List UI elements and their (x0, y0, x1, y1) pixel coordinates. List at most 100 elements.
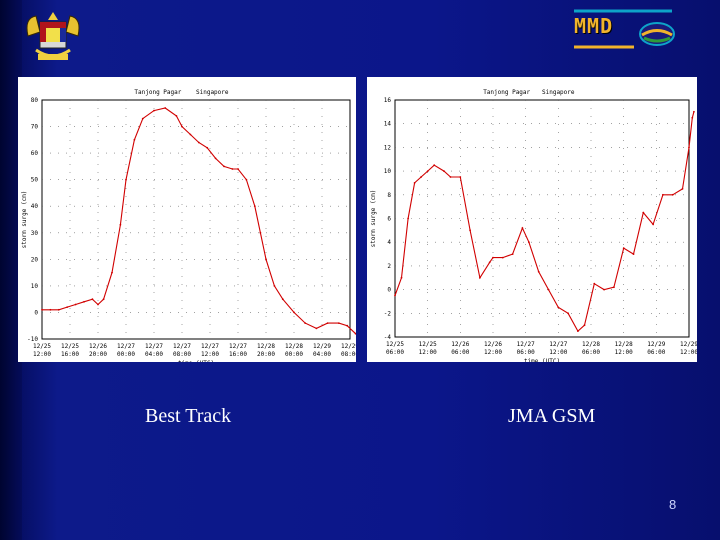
page-number: 8 (669, 497, 677, 512)
x-tick-label: 12/27 (117, 343, 135, 350)
data-point (102, 298, 105, 301)
data-point (231, 168, 234, 170)
data-point (111, 271, 113, 274)
x-tick-label: 12/25 (386, 341, 404, 348)
x-tick-label: 04:00 (145, 351, 163, 358)
data-point (346, 324, 349, 327)
data-point (175, 115, 178, 117)
y-tick-label: 60 (31, 150, 39, 157)
y-tick-label: 0 (34, 309, 38, 316)
data-point (603, 288, 605, 291)
data-point (492, 256, 494, 259)
data-point (652, 223, 654, 226)
data-point (501, 256, 504, 259)
plot-frame (394, 99, 690, 338)
y-tick-label: 12 (384, 144, 392, 151)
data-point (119, 223, 122, 226)
y-axis-label: storm surge (cm) (21, 191, 28, 249)
x-axis-label: time (UTC) (524, 358, 560, 362)
x-tick-label: 00:00 (285, 351, 303, 358)
data-point (537, 270, 540, 273)
x-tick-label: 12/25 (33, 343, 51, 350)
data-point (469, 229, 471, 232)
data-point (74, 303, 77, 306)
data-point (245, 178, 248, 181)
plot-frame (41, 99, 351, 340)
data-point (91, 298, 94, 301)
x-tick-label: 12/29 (313, 343, 331, 350)
y-tick-label: -4 (384, 334, 392, 341)
data-point (304, 322, 307, 324)
x-tick-label: 12/27 (229, 343, 247, 350)
x-tick-label: 08:00 (341, 351, 356, 358)
x-tick-label: 12:00 (549, 349, 567, 356)
data-point (57, 308, 60, 311)
data-point (41, 308, 43, 311)
x-tick-label: 06:00 (647, 349, 665, 356)
x-tick-label: 12/29 (341, 343, 356, 350)
series-line-storm-surge (394, 111, 695, 332)
data-point (197, 141, 200, 144)
data-point (83, 300, 85, 303)
data-point (259, 231, 262, 234)
data-point (521, 227, 524, 229)
data-point (426, 170, 429, 172)
data-point (237, 168, 239, 170)
header-label-country: Singapore (196, 89, 229, 96)
data-point (449, 176, 452, 178)
data-point (688, 146, 690, 149)
data-point (97, 303, 99, 306)
data-point (407, 217, 409, 220)
x-tick-label: 12:00 (419, 349, 437, 356)
x-tick-label: 12/27 (549, 341, 567, 348)
data-point (662, 193, 664, 196)
y-tick-label: 4 (387, 239, 391, 246)
data-point (181, 125, 183, 128)
x-tick-label: 12/28 (285, 343, 303, 350)
x-tick-label: 12/25 (419, 341, 437, 348)
x-tick-label: 12/29 (680, 341, 697, 348)
data-point (265, 258, 267, 261)
chart-jma-gsm-svg: 1614121086420-2-412/2506:0012/2512:0012/… (370, 89, 697, 362)
chart-jma-gsm: 16 14 12 10 8 6 4 2 0 -2 -4 12/25 06:00 12/25 12:00 12/… (367, 77, 697, 362)
x-tick-label: 12/25 (61, 343, 79, 350)
y-tick-label: 14 (384, 121, 392, 128)
x-tick-label: 12/26 (451, 341, 469, 348)
data-point (632, 253, 635, 256)
data-point (400, 276, 403, 279)
data-point (253, 205, 256, 208)
data-point (214, 157, 217, 160)
x-tick-label: 12:00 (484, 349, 502, 356)
data-point (141, 117, 144, 120)
y-tick-label: 70 (31, 124, 39, 131)
data-point (583, 324, 586, 327)
data-point (528, 241, 530, 244)
data-point (413, 182, 416, 184)
data-point (671, 193, 674, 196)
x-tick-label: 12/26 (484, 341, 502, 348)
data-point (557, 306, 560, 309)
x-tick-label: 12/28 (582, 341, 600, 348)
data-point (420, 176, 422, 178)
data-point (547, 288, 550, 291)
data-point (315, 327, 318, 330)
x-tick-label: 12/29 (647, 341, 665, 348)
data-point (479, 276, 481, 279)
data-point (593, 282, 596, 285)
data-point (693, 110, 695, 113)
y-axis-label: storm surge (cm) (370, 190, 377, 248)
x-tick-label: 12/27 (517, 341, 535, 348)
data-point (125, 178, 127, 181)
data-point (189, 133, 192, 136)
data-point (281, 298, 284, 301)
y-tick-label: 20 (31, 256, 39, 263)
x-tick-label: 12:00 (680, 349, 697, 356)
x-tick-label: 12/28 (257, 343, 275, 350)
x-tick-label: 06:00 (517, 349, 535, 356)
header-label-station: Tanjong Pagar (483, 89, 530, 96)
y-tick-label: 30 (31, 230, 39, 237)
data-point (326, 322, 329, 324)
header-label-station: Tanjong Pagar (134, 89, 181, 96)
data-point (443, 170, 445, 172)
